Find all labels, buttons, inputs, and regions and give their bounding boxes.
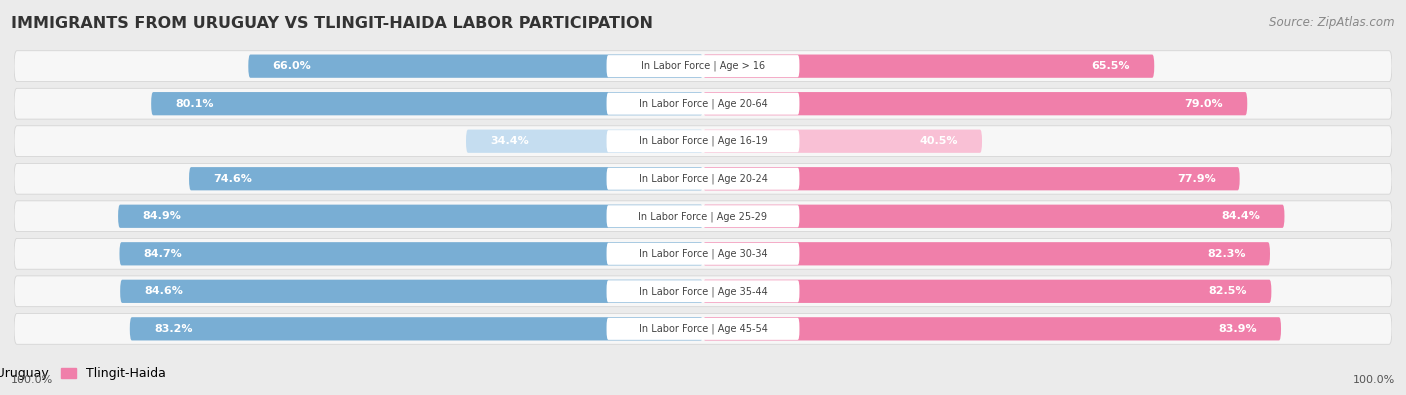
Text: 84.4%: 84.4%: [1222, 211, 1260, 221]
Text: 82.5%: 82.5%: [1209, 286, 1247, 296]
Text: 65.5%: 65.5%: [1091, 61, 1130, 71]
Text: Source: ZipAtlas.com: Source: ZipAtlas.com: [1270, 16, 1395, 29]
Text: 84.9%: 84.9%: [142, 211, 181, 221]
Text: In Labor Force | Age 25-29: In Labor Force | Age 25-29: [638, 211, 768, 222]
FancyBboxPatch shape: [129, 317, 703, 340]
Text: 77.9%: 77.9%: [1177, 174, 1216, 184]
FancyBboxPatch shape: [14, 276, 1392, 307]
Text: In Labor Force | Age > 16: In Labor Force | Age > 16: [641, 61, 765, 71]
FancyBboxPatch shape: [606, 55, 800, 77]
Text: In Labor Force | Age 35-44: In Labor Force | Age 35-44: [638, 286, 768, 297]
FancyBboxPatch shape: [14, 164, 1392, 194]
FancyBboxPatch shape: [606, 318, 800, 340]
FancyBboxPatch shape: [606, 130, 800, 152]
FancyBboxPatch shape: [703, 242, 1270, 265]
FancyBboxPatch shape: [606, 205, 800, 227]
Text: 82.3%: 82.3%: [1208, 249, 1246, 259]
Text: 100.0%: 100.0%: [1353, 375, 1395, 385]
FancyBboxPatch shape: [14, 239, 1392, 269]
FancyBboxPatch shape: [606, 280, 800, 302]
Text: 83.2%: 83.2%: [153, 324, 193, 334]
Text: 84.7%: 84.7%: [143, 249, 183, 259]
FancyBboxPatch shape: [703, 317, 1281, 340]
FancyBboxPatch shape: [703, 280, 1271, 303]
FancyBboxPatch shape: [188, 167, 703, 190]
Text: 40.5%: 40.5%: [920, 136, 957, 146]
Text: 80.1%: 80.1%: [176, 99, 214, 109]
FancyBboxPatch shape: [703, 92, 1247, 115]
FancyBboxPatch shape: [703, 130, 981, 153]
Text: 66.0%: 66.0%: [273, 61, 311, 71]
Text: 74.6%: 74.6%: [214, 174, 252, 184]
Legend: Immigrants from Uruguay, Tlingit-Haida: Immigrants from Uruguay, Tlingit-Haida: [0, 367, 166, 380]
FancyBboxPatch shape: [14, 314, 1392, 344]
FancyBboxPatch shape: [703, 55, 1154, 78]
Text: In Labor Force | Age 30-34: In Labor Force | Age 30-34: [638, 248, 768, 259]
Text: 84.6%: 84.6%: [145, 286, 183, 296]
FancyBboxPatch shape: [14, 126, 1392, 156]
Text: IMMIGRANTS FROM URUGUAY VS TLINGIT-HAIDA LABOR PARTICIPATION: IMMIGRANTS FROM URUGUAY VS TLINGIT-HAIDA…: [11, 16, 654, 31]
Text: In Labor Force | Age 16-19: In Labor Force | Age 16-19: [638, 136, 768, 147]
FancyBboxPatch shape: [606, 93, 800, 115]
Text: In Labor Force | Age 20-24: In Labor Force | Age 20-24: [638, 173, 768, 184]
FancyBboxPatch shape: [606, 243, 800, 265]
FancyBboxPatch shape: [120, 280, 703, 303]
FancyBboxPatch shape: [703, 167, 1240, 190]
Text: 34.4%: 34.4%: [491, 136, 529, 146]
Text: 100.0%: 100.0%: [11, 375, 53, 385]
FancyBboxPatch shape: [14, 88, 1392, 119]
Text: 79.0%: 79.0%: [1184, 99, 1223, 109]
FancyBboxPatch shape: [249, 55, 703, 78]
FancyBboxPatch shape: [465, 130, 703, 153]
FancyBboxPatch shape: [703, 205, 1285, 228]
Text: In Labor Force | Age 45-54: In Labor Force | Age 45-54: [638, 324, 768, 334]
Text: In Labor Force | Age 20-64: In Labor Force | Age 20-64: [638, 98, 768, 109]
FancyBboxPatch shape: [118, 205, 703, 228]
FancyBboxPatch shape: [14, 201, 1392, 231]
FancyBboxPatch shape: [120, 242, 703, 265]
FancyBboxPatch shape: [152, 92, 703, 115]
Text: 83.9%: 83.9%: [1218, 324, 1257, 334]
FancyBboxPatch shape: [606, 168, 800, 190]
FancyBboxPatch shape: [14, 51, 1392, 81]
